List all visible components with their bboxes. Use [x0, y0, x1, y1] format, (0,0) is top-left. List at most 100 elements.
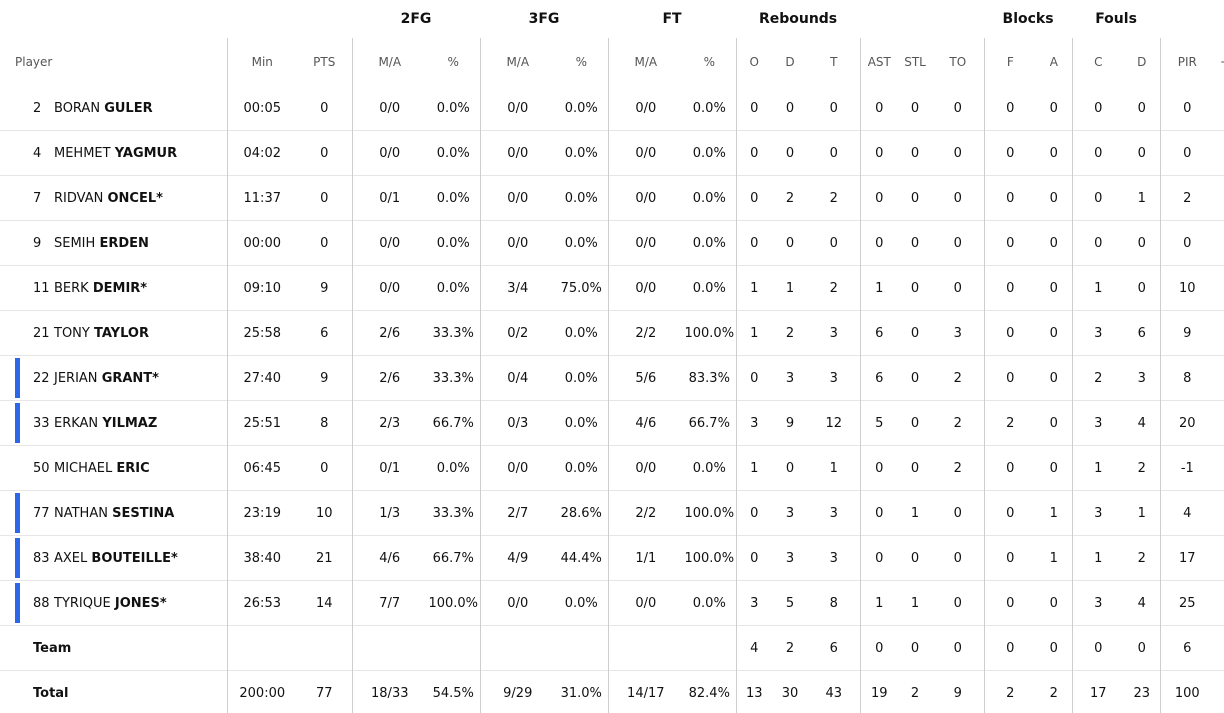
player-last-name: YAGMUR [114, 145, 178, 161]
player-cell[interactable]: 7 RIDVAN ONCEL* [0, 175, 227, 221]
cell-3fg-pct: 44.4% [555, 535, 609, 581]
player-number: 2 [33, 100, 42, 116]
col-pir[interactable]: PIR [1159, 38, 1215, 86]
cell-fouls-d: 3 [1124, 355, 1161, 401]
cell-fouls-c: 3 [1071, 580, 1125, 626]
cell-ast: 0 [859, 86, 899, 131]
cell-blocks-f: 0 [983, 535, 1037, 581]
total-row: Total 200:00 77 18/33 54.5% 9/29 31.0% 1… [0, 670, 1224, 713]
cell-ast: 0 [859, 490, 899, 536]
player-first-name: RIDVAN [54, 190, 104, 206]
player-row: 11 BERK DEMIR* 09:10 9 0/0 0.0% 3/4 75.0%… [0, 265, 1224, 311]
cell-plus-minus [1214, 670, 1224, 713]
cell-ast: 6 [859, 310, 899, 356]
cell-reb-d: 2 [772, 175, 809, 221]
cell-reb-t: 0 [808, 220, 861, 266]
player-cell[interactable]: 9 SEMIH ERDEN [0, 220, 227, 266]
cell-blocks-f: 0 [983, 265, 1037, 311]
cell-fouls-d: 4 [1124, 400, 1161, 446]
player-cell[interactable]: 4 MEHMET YAGMUR [0, 130, 227, 176]
cell-to: 0 [932, 490, 985, 536]
cell-stl: 0 [898, 265, 933, 311]
col-ft-pct[interactable]: % [703, 55, 715, 69]
cell-reb-t: 0 [808, 130, 861, 176]
cell-blocks-f: 0 [983, 220, 1037, 266]
cell-blocks-a: 2 [1036, 670, 1073, 713]
cell-ft-ma: 4/6 [607, 400, 684, 446]
col-player[interactable]: Player [15, 55, 53, 69]
cell-ft-ma: 0/0 [607, 130, 684, 176]
player-cell[interactable]: 22 JERIAN GRANT* [0, 355, 227, 401]
starter-indicator [15, 493, 20, 533]
cell-2fg-ma [351, 625, 427, 671]
cell-reb-t: 3 [808, 490, 861, 536]
cell-pts: 77 [297, 670, 352, 713]
cell-ast: 1 [859, 265, 899, 311]
col-plus-minus[interactable]: +/ [1214, 38, 1224, 86]
column-header-row: Player Min PTS M/A % M/A % M/A % O D T A… [0, 38, 1224, 86]
col-reb-o[interactable]: O [735, 38, 773, 86]
col-to[interactable]: TO [949, 55, 967, 69]
cell-2fg-ma: 0/0 [351, 265, 427, 311]
cell-pts: 10 [297, 490, 352, 536]
cell-ft-ma: 14/17 [607, 670, 684, 713]
cell-blocks-a: 1 [1036, 490, 1073, 536]
cell-ast: 0 [859, 535, 899, 581]
cell-plus-minus [1214, 490, 1224, 536]
player-first-name: TONY [54, 325, 90, 341]
col-fouls-c[interactable]: C [1071, 38, 1125, 86]
cell-fouls-c: 0 [1071, 130, 1125, 176]
player-row: 9 SEMIH ERDEN 00:00 0 0/0 0.0% 0/0 0.0% 0… [0, 220, 1224, 266]
cell-fouls-c: 1 [1071, 265, 1125, 311]
col-reb-d[interactable]: D [785, 55, 795, 69]
col-3fg-pct[interactable]: % [575, 55, 587, 69]
player-cell[interactable]: 83 AXEL BOUTEILLE* [0, 535, 227, 581]
col-pts[interactable]: PTS [313, 55, 336, 69]
player-row: 4 MEHMET YAGMUR 04:02 0 0/0 0.0% 0/0 0.0%… [0, 130, 1224, 176]
col-ft-ma[interactable]: M/A [607, 38, 684, 86]
col-blocks-f[interactable]: F [983, 38, 1037, 86]
player-cell[interactable]: 33 ERKAN YILMAZ [0, 400, 227, 446]
player-cell[interactable]: 11 BERK DEMIR* [0, 265, 227, 311]
starter-indicator [15, 403, 20, 443]
cell-pir: 0 [1159, 130, 1215, 176]
col-fouls-d[interactable]: D [1137, 55, 1147, 69]
player-row: 88 TYRIQUE JONES* 26:53 14 7/7 100.0% 0/0… [0, 580, 1224, 626]
cell-min: 25:58 [226, 310, 297, 356]
cell-ast: 0 [859, 445, 899, 491]
col-2fg-ma[interactable]: M/A [351, 38, 427, 86]
player-cell[interactable]: 21 TONY TAYLOR [0, 310, 227, 356]
cell-stl: 2 [898, 670, 933, 713]
player-cell[interactable]: 77 NATHAN SESTINA [0, 490, 227, 536]
player-number: 7 [33, 190, 42, 206]
player-cell[interactable]: 50 MICHAEL ERIC [0, 445, 227, 491]
col-ast[interactable]: AST [859, 38, 899, 86]
player-cell[interactable]: 2 BORAN GULER [0, 86, 227, 131]
group-blank-2 [860, 0, 984, 38]
cell-3fg-pct: 0.0% [555, 400, 609, 446]
cell-fouls-c: 3 [1071, 310, 1125, 356]
col-2fg-pct[interactable]: % [447, 55, 459, 69]
cell-reb-o: 0 [735, 535, 773, 581]
player-cell: Total [0, 670, 227, 713]
col-min[interactable]: Min [226, 38, 297, 86]
col-reb-t[interactable]: T [830, 55, 838, 69]
group-rebounds: Rebounds [758, 11, 838, 27]
cell-blocks-a: 1 [1036, 535, 1073, 581]
starter-indicator [15, 583, 20, 623]
player-number: 33 [33, 415, 50, 431]
cell-reb-t: 3 [808, 355, 861, 401]
col-stl[interactable]: STL [904, 55, 926, 69]
cell-ft-pct: 0.0% [683, 175, 737, 221]
cell-ft-ma: 0/0 [607, 445, 684, 491]
starter-indicator [15, 538, 20, 578]
col-blocks-a[interactable]: A [1049, 55, 1058, 69]
col-3fg-ma[interactable]: M/A [479, 38, 556, 86]
cell-reb-d: 2 [772, 625, 809, 671]
cell-stl: 0 [898, 535, 933, 581]
cell-blocks-a: 0 [1036, 625, 1073, 671]
cell-pts: 0 [297, 445, 352, 491]
player-cell[interactable]: 88 TYRIQUE JONES* [0, 580, 227, 626]
cell-2fg-ma: 18/33 [351, 670, 427, 713]
